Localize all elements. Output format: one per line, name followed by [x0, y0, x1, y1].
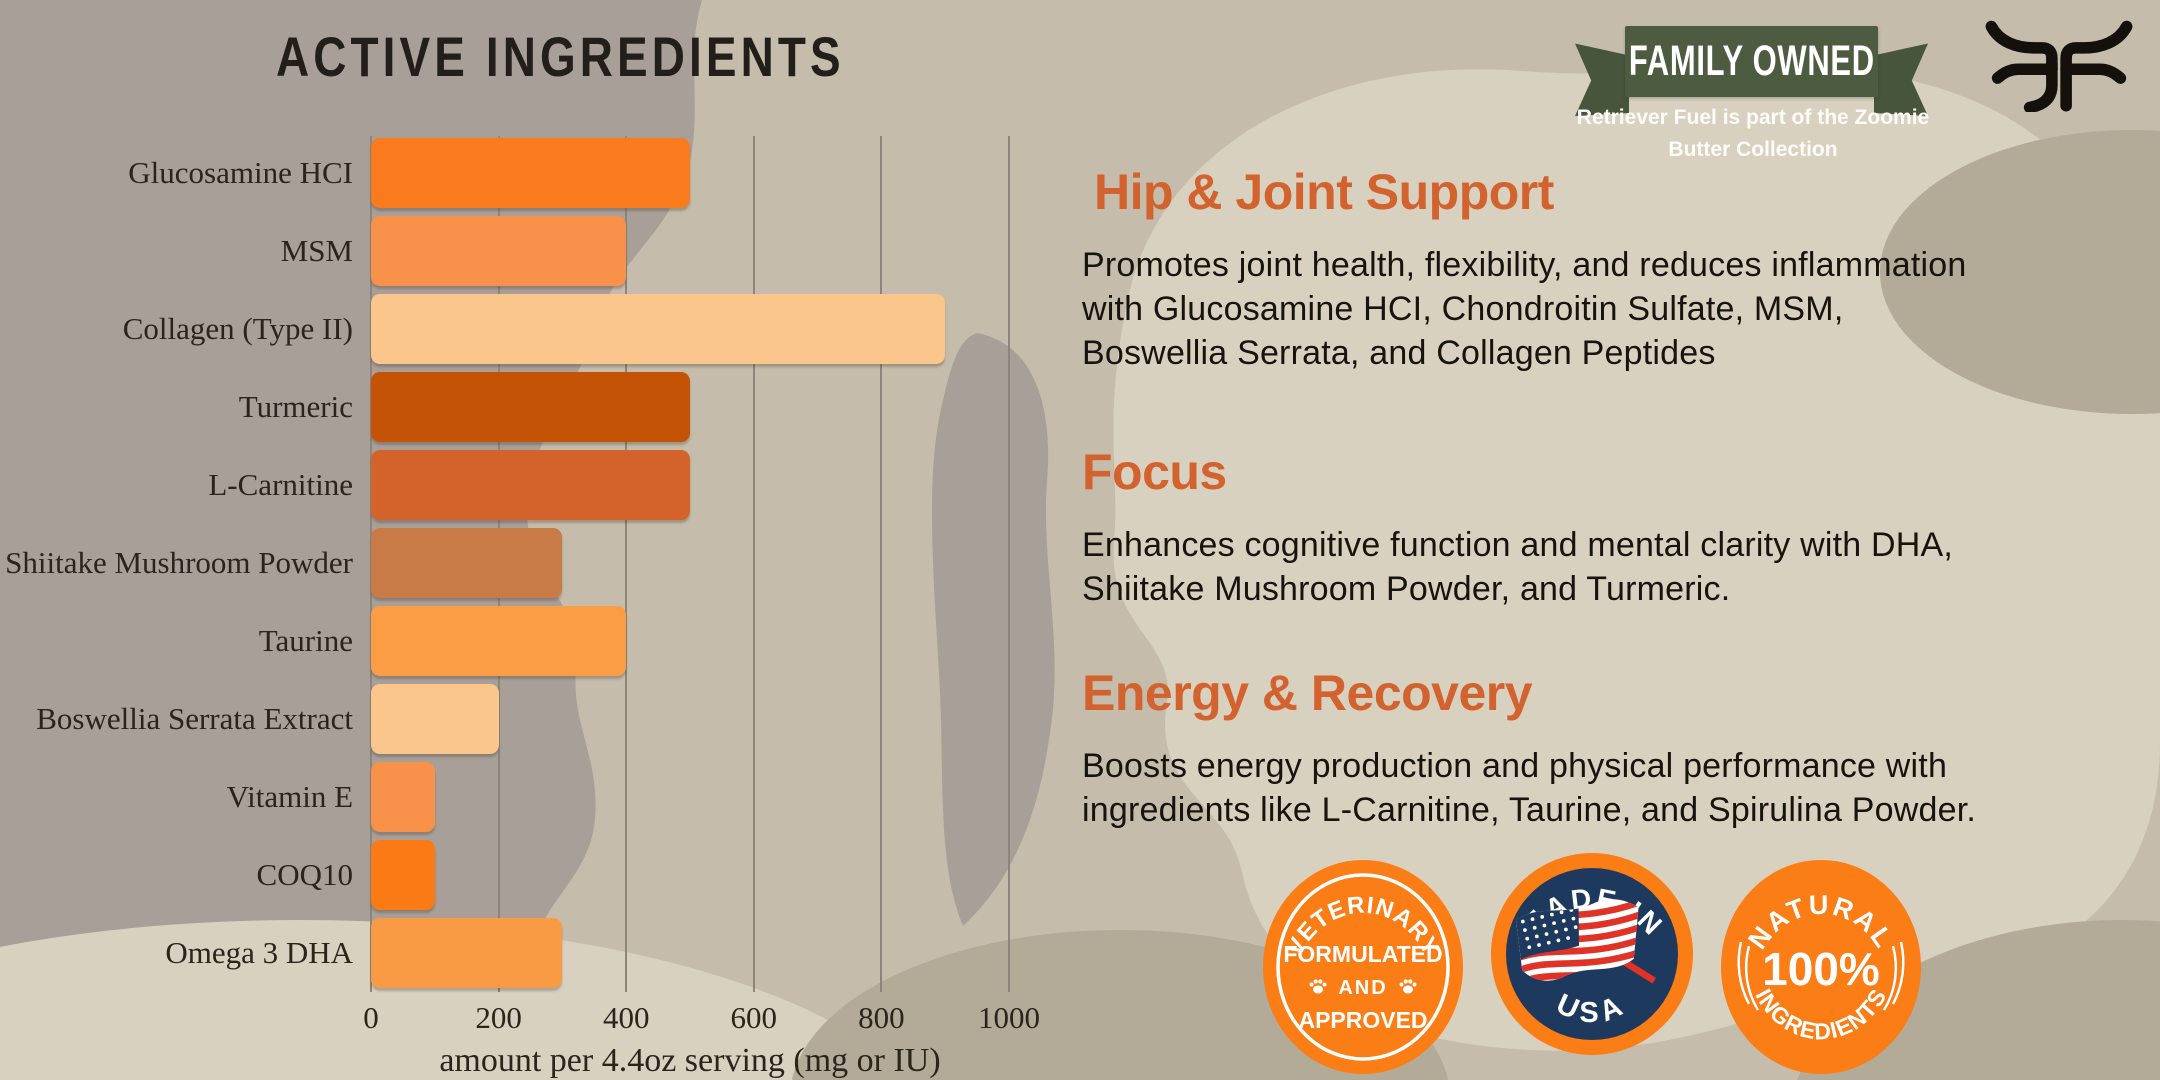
- tick-label: 1000: [978, 1000, 1040, 1035]
- gridline: [625, 136, 628, 992]
- section-heading: Hip & Joint Support: [1094, 164, 1554, 220]
- section-body: Enhances cognitive function and mental c…: [1082, 523, 2132, 611]
- brand-note-line: Retriever Fuel is part of the Zoomie: [1576, 106, 1930, 129]
- bar: [371, 684, 499, 754]
- bar: [371, 762, 435, 832]
- section-body: Promotes joint health, flexibility, and …: [1082, 243, 2132, 375]
- natural-ingredients-badge: NATURAL 100% INGREDIENTS: [1721, 860, 1921, 1074]
- bar: [371, 216, 627, 286]
- x-axis-title: amount per 4.4oz serving (mg or IU): [439, 1042, 941, 1079]
- gridline: [1008, 136, 1010, 992]
- bar-label: Collagen (Type II): [122, 311, 353, 346]
- bar-label: Glucosamine HCI: [128, 155, 353, 190]
- ribbon-label: FAMILY OWNED: [1628, 37, 1875, 85]
- bar-label: Turmeric: [238, 389, 353, 424]
- bar: [371, 372, 690, 442]
- bar-label: Taurine: [258, 623, 353, 658]
- camo-blob-strip: [932, 333, 1055, 926]
- section-heading: Energy & Recovery: [1082, 665, 1533, 721]
- badge-center-text: 100%: [1762, 943, 1880, 995]
- brand-note-line: Butter Collection: [1668, 138, 1838, 161]
- badge-line: AND: [1338, 977, 1387, 999]
- bar-label: COQ10: [256, 857, 353, 892]
- bar-label: Omega 3 DHA: [165, 935, 353, 970]
- bar-label: Boswellia Serrata Extract: [36, 701, 353, 736]
- rf-monogram-icon: [1985, 20, 2133, 112]
- bar: [371, 918, 563, 988]
- section-body-line: ingredients like L-Carnitine, Taurine, a…: [1082, 791, 1976, 829]
- bar: [371, 840, 435, 910]
- section-body-line: Enhances cognitive function and mental c…: [1082, 526, 1954, 564]
- gridline: [880, 136, 883, 992]
- gridline: [752, 136, 755, 992]
- section-energy-recovery: Energy & Recovery Boosts energy producti…: [1082, 664, 2132, 832]
- bar: [371, 138, 690, 208]
- bar-label: L-Carnitine: [208, 467, 353, 502]
- section-focus: Focus Enhances cognitive function and me…: [1082, 443, 2132, 611]
- section-body-line: with Glucosamine HCI, Chondroitin Sulfat…: [1082, 290, 1844, 328]
- section-body-line: Shiitake Mushroom Powder, and Turmeric.: [1082, 570, 1731, 608]
- veterinary-formulated-badge: VETERINARY FORMULATED AND APPROVED: [1263, 860, 1463, 1074]
- badge-line: FORMULATED: [1283, 941, 1442, 967]
- bar-label: MSM: [280, 233, 353, 268]
- section-body-line: Promotes joint health, flexibility, and …: [1082, 246, 1967, 284]
- section-body-line: Boswellia Serrata, and Collagen Peptides: [1082, 334, 1716, 372]
- bar: [371, 606, 627, 676]
- bar-label: Vitamin E: [226, 779, 353, 814]
- bar-label: Shiitake Mushroom Powder: [5, 545, 353, 580]
- badge-side-arcs: [1737, 941, 1905, 1011]
- ribbon-banner: FAMILY OWNED: [1625, 26, 1878, 97]
- tick-label: 400: [602, 1000, 650, 1035]
- camo-blob-bottom-left: [0, 920, 910, 1080]
- tick-label: 200: [475, 1000, 522, 1035]
- section-body: Boosts energy production and physical pe…: [1082, 744, 2132, 832]
- tick-label: 600: [730, 1000, 778, 1035]
- tick-label: 0: [363, 1000, 379, 1035]
- badge-line: APPROVED: [1298, 1007, 1427, 1033]
- section-heading: Focus: [1082, 444, 1227, 500]
- bar: [371, 528, 563, 598]
- section-body-line: Boosts energy production and physical pe…: [1082, 747, 1948, 785]
- made-in-usa-badge: MADE IN USA: [1491, 853, 1693, 1055]
- bar: [371, 294, 946, 364]
- brand-note: Retriever Fuel is part of the Zoomie But…: [1513, 102, 1993, 166]
- camo-blob-top-right: [1880, 130, 2160, 414]
- bar: [371, 450, 690, 520]
- chart-title: ACTIVE INGREDIENTS: [276, 25, 845, 88]
- section-hip-joint-support: Hip & Joint Support Promotes joint healt…: [1082, 163, 2132, 375]
- tick-label: 800: [858, 1000, 905, 1035]
